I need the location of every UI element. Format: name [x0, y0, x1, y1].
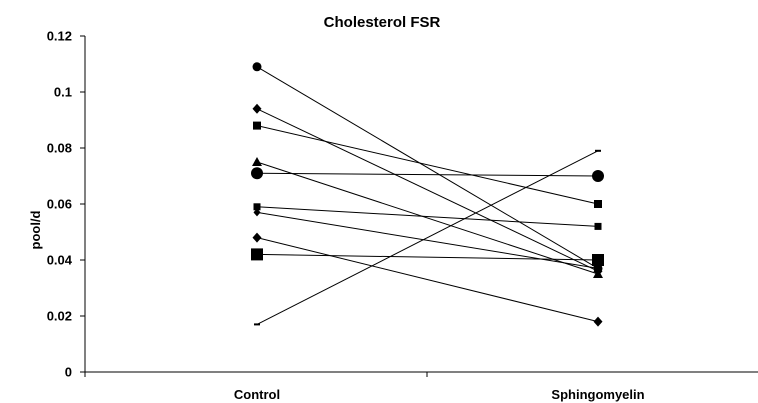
series-line: [256, 237, 599, 323]
point-marker: [592, 254, 604, 266]
point-marker: [253, 121, 261, 130]
point-marker: [594, 200, 602, 208]
point-marker: [593, 269, 603, 278]
point-marker: [252, 103, 262, 114]
series-line: [256, 66, 599, 269]
point-marker: [253, 208, 261, 217]
point-marker: [251, 167, 263, 180]
y-tick-label: 0.1: [54, 85, 72, 100]
point-marker: [254, 323, 260, 326]
y-tick-label: 0.02: [47, 309, 72, 324]
x-category-label: Control: [234, 387, 280, 402]
point-marker: [251, 248, 263, 261]
point-marker: [252, 62, 262, 72]
y-axis-label: pool/d: [28, 210, 43, 249]
y-tick-label: 0.04: [47, 253, 73, 268]
series-line: [256, 172, 599, 177]
y-tick-label: 0: [65, 365, 72, 380]
y-tick-label: 0.06: [47, 197, 72, 212]
series-line: [256, 125, 599, 205]
point-marker: [592, 170, 604, 182]
point-marker: [594, 264, 602, 273]
x-category-label: Sphingomyelin: [551, 387, 644, 402]
point-marker: [593, 316, 603, 327]
series-line: [256, 150, 599, 325]
y-tick-label: 0.12: [47, 29, 72, 44]
series-line: [256, 253, 599, 261]
point-marker: [594, 222, 602, 230]
point-marker: [595, 149, 601, 152]
point-marker: [253, 203, 261, 211]
series-line: [256, 206, 599, 227]
point-marker: [252, 157, 262, 166]
series-line: [256, 211, 599, 269]
y-tick-label: 0.08: [47, 141, 72, 156]
point-marker: [252, 232, 262, 243]
series-line: [256, 108, 599, 272]
series-line: [256, 161, 599, 275]
chart-title: Cholesterol FSR: [324, 14, 441, 31]
